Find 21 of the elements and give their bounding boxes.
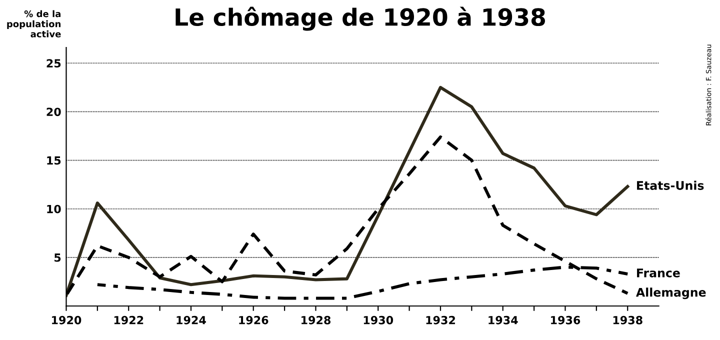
series-label: France [637, 268, 680, 278]
x-tick-label: 1938 [613, 316, 642, 324]
y-axis-title: % de la population active [7, 10, 61, 38]
line-series [66, 86, 630, 297]
x-tick-label: 1920 [52, 316, 82, 324]
x-tick-label: 1926 [239, 316, 268, 324]
x-tick-label: 1936 [551, 316, 580, 324]
y-tick-label: 5 [54, 254, 61, 262]
y-tick-label: 25 [46, 59, 61, 68]
x-tick-label: 1928 [302, 316, 331, 324]
series-label: Allemagne [636, 288, 706, 300]
series-label: Etats-Unis [637, 180, 704, 190]
x-tick-label: 1932 [426, 316, 455, 324]
y-tick-label: 10 [47, 204, 61, 214]
y-tick-label: 15 [47, 156, 61, 165]
y-tick-label: 20 [46, 108, 61, 116]
x-tick-label: 1934 [488, 316, 518, 324]
x-tick-label: 1930 [364, 316, 394, 324]
x-tick-label: 1924 [176, 316, 206, 324]
x-tick-label: 1922 [114, 316, 144, 324]
chart-title: Le chômage de 1920 à 1938 [176, 6, 545, 31]
